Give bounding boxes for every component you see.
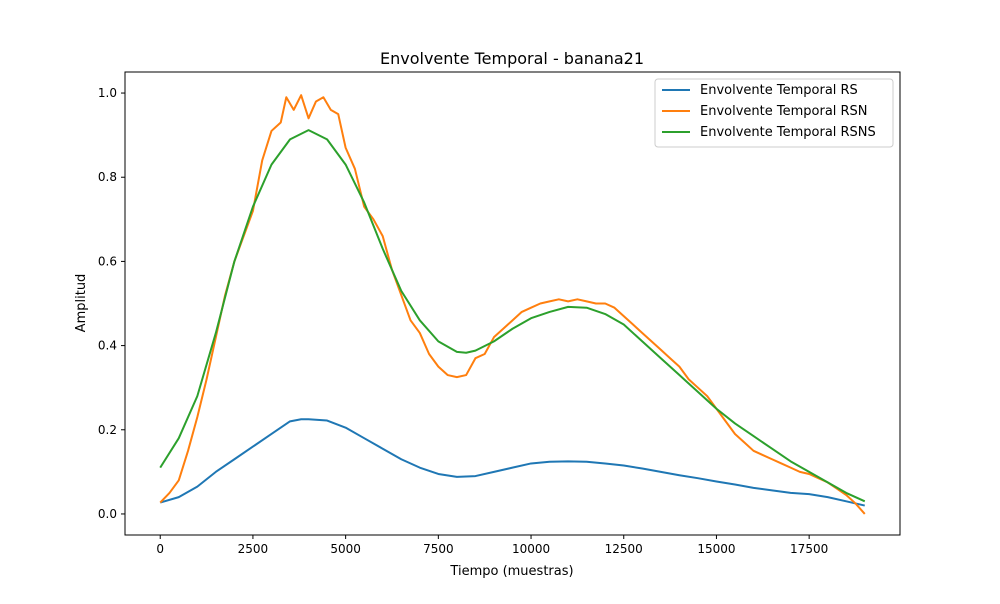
y-tick-label: 1.0 [98, 86, 117, 100]
x-tick-label: 2500 [238, 542, 269, 556]
legend: Envolvente Temporal RS Envolvente Tempora… [654, 78, 894, 148]
x-tick-label: 5000 [330, 542, 361, 556]
series-layer [159, 94, 866, 515]
y-tick-label: 0.0 [98, 507, 117, 521]
x-axis-label: Tiempo (muestras) [449, 564, 573, 579]
x-tick-label: 7500 [423, 542, 454, 556]
y-axis-ticks: 0.0 0.2 0.4 0.6 0.8 1.0 [98, 86, 125, 521]
series-line-1 [159, 94, 866, 515]
x-tick-label: 0 [156, 542, 164, 556]
x-axis-ticks: 0 2500 5000 7500 10000 12500 15000 17500 [156, 535, 828, 556]
x-tick-label: 17500 [790, 542, 828, 556]
legend-label-1: Envolvente Temporal RSN [700, 104, 868, 119]
y-tick-label: 0.6 [98, 254, 117, 268]
x-tick-label: 15000 [697, 542, 735, 556]
x-tick-label: 12500 [605, 542, 643, 556]
plot-frame [124, 71, 901, 536]
legend-label-2: Envolvente Temporal RSNS [700, 125, 876, 140]
series-line-0 [159, 418, 865, 507]
series-line-2 [159, 129, 866, 503]
chart-title: Envolvente Temporal - banana21 [380, 49, 644, 68]
y-tick-label: 0.2 [98, 423, 117, 437]
y-axis-label: Amplitud [74, 274, 89, 333]
y-tick-label: 0.8 [98, 170, 117, 184]
legend-label-0: Envolvente Temporal RS [700, 83, 858, 98]
x-tick-label: 10000 [512, 542, 550, 556]
y-tick-label: 0.4 [98, 339, 117, 353]
legend-box [654, 78, 894, 148]
